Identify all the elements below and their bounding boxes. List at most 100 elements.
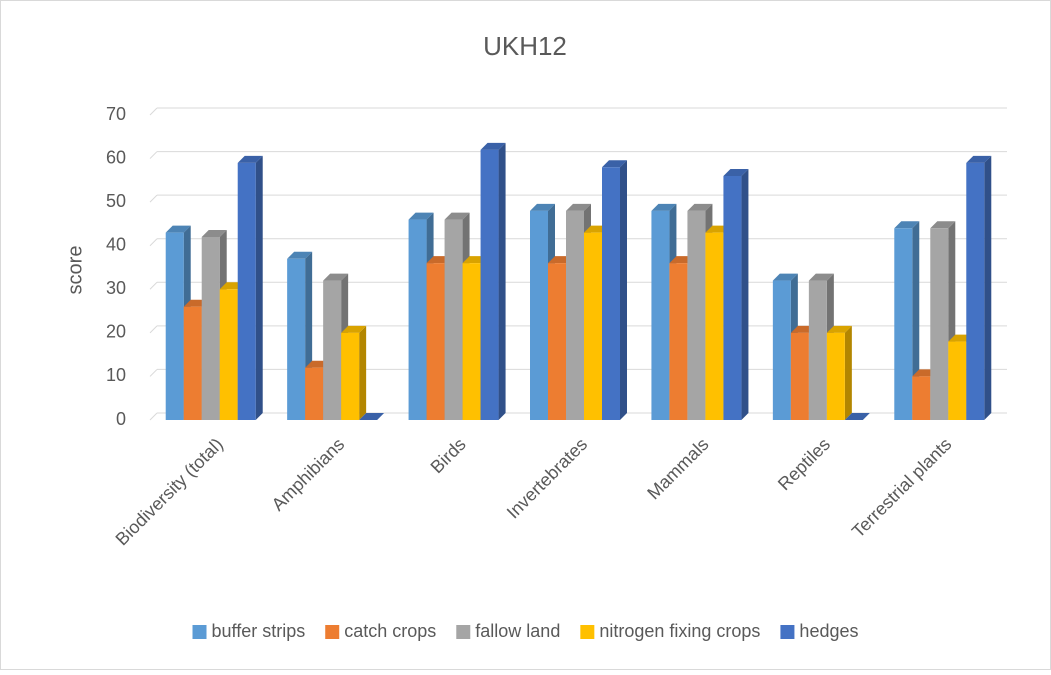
legend-swatch xyxy=(456,625,471,639)
grid-line-side xyxy=(149,107,158,116)
chart-title: UKH12 xyxy=(483,31,567,61)
bar-front xyxy=(808,280,827,420)
bar-top xyxy=(359,413,385,420)
bar-top xyxy=(287,251,313,259)
bar-front xyxy=(669,263,688,420)
legend-swatch xyxy=(192,625,207,639)
grid-line-side xyxy=(149,151,158,159)
bar-front xyxy=(790,332,809,420)
legend: buffer strips catch crops fallow land nitro… xyxy=(192,621,858,641)
bar-top xyxy=(201,230,227,237)
y-tick-label: 10 xyxy=(106,365,126,385)
bar-top xyxy=(930,221,956,229)
bar-front xyxy=(444,219,463,420)
bar-front xyxy=(287,258,306,420)
bar-front xyxy=(165,232,184,420)
legend-swatch xyxy=(325,625,340,639)
legend-label: buffer strips xyxy=(212,621,306,641)
grid-line-side xyxy=(149,412,158,421)
bar-top xyxy=(408,212,434,220)
bar-front xyxy=(826,332,845,420)
bar-front xyxy=(426,263,445,420)
bar-front xyxy=(341,332,360,420)
bar xyxy=(237,155,263,420)
legend-item: buffer strips xyxy=(192,621,306,641)
y-tick-label: 20 xyxy=(106,322,126,342)
bar-front xyxy=(948,341,967,420)
bar-top xyxy=(894,221,920,229)
bar-side xyxy=(620,160,627,421)
bar-top xyxy=(687,203,713,211)
bar xyxy=(966,155,992,420)
y-tick-label: 70 xyxy=(106,104,126,124)
legend-label: fallow land xyxy=(475,621,560,641)
legend-swatch xyxy=(580,625,595,639)
bar xyxy=(602,160,627,421)
bar-side xyxy=(359,325,367,420)
bar-front xyxy=(305,367,324,420)
legend-item: catch crops xyxy=(325,621,436,641)
bars xyxy=(165,142,992,421)
y-tick-label: 30 xyxy=(106,278,126,298)
grid-line-side xyxy=(149,238,158,247)
legend-swatch xyxy=(780,625,795,639)
bar-top xyxy=(602,160,627,168)
bar xyxy=(894,221,920,420)
bar-top xyxy=(237,155,263,163)
bar-front xyxy=(912,376,931,420)
y-axis-title: score xyxy=(64,246,86,295)
bar-front xyxy=(219,289,238,420)
bar-front xyxy=(201,237,220,420)
bar-front xyxy=(408,219,427,420)
bar-top xyxy=(165,225,191,233)
bar-front xyxy=(566,210,584,420)
bar-front xyxy=(530,210,548,420)
bar-top xyxy=(341,325,367,333)
y-tick-label: 0 xyxy=(116,409,126,429)
bar-top xyxy=(566,203,591,211)
bar-top xyxy=(480,142,506,150)
bar-side xyxy=(984,155,992,420)
legend-item: nitrogen fixing crops xyxy=(580,621,760,641)
legend-label: nitrogen fixing crops xyxy=(599,621,760,641)
bar xyxy=(359,413,385,420)
y-tick-label: 40 xyxy=(106,234,126,254)
bar-top xyxy=(772,273,798,281)
legend-label: catch crops xyxy=(344,621,436,641)
bar-front xyxy=(930,228,949,420)
bar-front xyxy=(480,149,499,420)
bar-top xyxy=(530,203,555,211)
bar-front xyxy=(651,210,670,420)
legend-item: fallow land xyxy=(456,621,560,641)
bar-front xyxy=(584,232,602,420)
bar-front xyxy=(772,280,791,420)
bar xyxy=(844,413,870,420)
bar-side xyxy=(498,142,506,420)
grid-line-side xyxy=(149,281,158,290)
bar-front xyxy=(602,167,620,420)
bar-front xyxy=(462,263,481,420)
bar-top xyxy=(844,413,870,420)
grid-line-side xyxy=(149,369,158,377)
bar xyxy=(341,325,367,420)
bar-front xyxy=(894,228,913,420)
bar xyxy=(480,142,506,420)
bar-front xyxy=(183,306,202,420)
legend-label: hedges xyxy=(799,621,858,641)
bar-front xyxy=(687,210,706,420)
bar-front xyxy=(723,176,742,420)
bar-side xyxy=(844,325,852,420)
grid-line-side xyxy=(149,325,158,334)
bar-top xyxy=(826,325,852,333)
bar xyxy=(723,169,749,420)
bar-top xyxy=(723,169,749,176)
bar-top xyxy=(966,155,992,163)
bar-side xyxy=(912,221,920,420)
y-tick-label: 50 xyxy=(106,191,126,211)
legend-item: hedges xyxy=(780,621,858,641)
bar-top xyxy=(444,212,470,220)
bar-front xyxy=(966,162,985,420)
y-tick-label: 60 xyxy=(106,147,126,167)
